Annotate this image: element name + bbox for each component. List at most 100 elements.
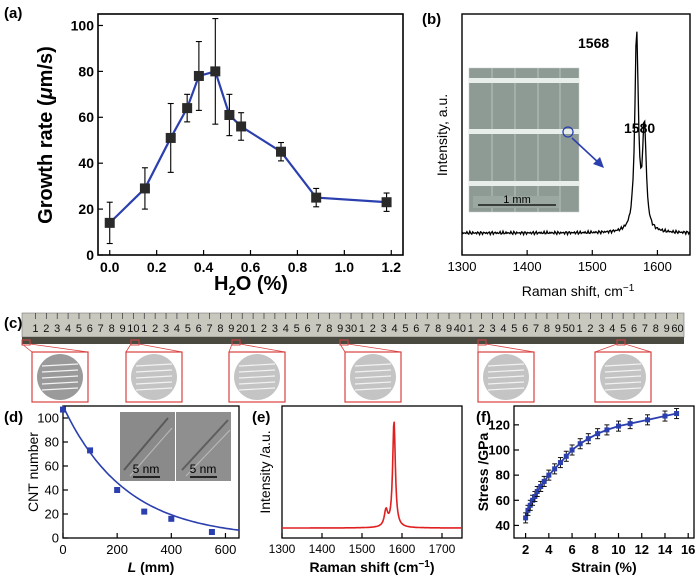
- cnt-fiber: [354, 375, 392, 379]
- cnt-fiber: [354, 381, 392, 385]
- ruler-number: 4: [174, 323, 180, 335]
- cnt-fiber: [604, 369, 642, 373]
- ruler: [21, 312, 685, 338]
- panel-label-a: (a): [4, 5, 22, 22]
- f-x-tick-label: 14: [658, 542, 673, 557]
- ruler-number: 1: [250, 323, 256, 335]
- ruler-number: 1: [141, 323, 147, 335]
- cnt-fiber: [135, 375, 173, 379]
- data-point: [569, 447, 575, 453]
- data-point: [538, 483, 544, 489]
- data-point: [616, 423, 622, 429]
- a-y-tick-label: 100: [71, 17, 95, 33]
- f-x-tick-label: 16: [681, 542, 695, 557]
- peak-label-1568: 1568: [578, 35, 609, 51]
- e-x-tick-label: 1600: [389, 542, 416, 556]
- data-point: [552, 466, 558, 472]
- ruler-number: 4: [283, 323, 289, 335]
- a-x-tick-label: 0.2: [147, 259, 167, 275]
- f-y-tick-label: 100: [488, 443, 510, 458]
- ruler-number: 50: [563, 323, 575, 335]
- plot-frame-b: [461, 13, 691, 256]
- ruler-number: 4: [392, 323, 398, 335]
- ruler-number: 5: [185, 323, 191, 335]
- a-x-tick-label: 1.0: [335, 259, 355, 275]
- panel-label-f: (f): [476, 409, 491, 426]
- panel-f: (f) 2 4 6 8 10 12 14 16 40 60 80 100 120 Stress /GPa…: [475, 405, 695, 575]
- a-y-tick-label: 60: [78, 109, 94, 125]
- cnt-fiber: [135, 387, 173, 391]
- ruler-number: 2: [479, 323, 485, 335]
- inset-arrow-line: [571, 137, 601, 165]
- panel-label-e: (e): [252, 409, 270, 426]
- ruler-number: 8: [109, 323, 115, 335]
- data-point: [182, 103, 193, 114]
- ruler-number: 10: [127, 323, 139, 335]
- data-point: [645, 417, 651, 423]
- ruler-number: 3: [489, 323, 495, 335]
- f-y-tick-label: 60: [496, 493, 510, 508]
- data-point: [530, 497, 536, 503]
- data-point: [114, 487, 121, 493]
- ruler-number: 1: [468, 323, 474, 335]
- inset-highlight-circle: [562, 126, 574, 138]
- y-axis-label-a: Growth rate (μm/s): [35, 46, 57, 224]
- f-x-tick-label: 2: [522, 542, 529, 557]
- data-point: [141, 508, 148, 515]
- ruler-number: 3: [272, 323, 278, 335]
- ruler-number: 9: [555, 323, 561, 335]
- ruler-number: 2: [152, 323, 158, 335]
- ruler-number: 7: [642, 323, 648, 335]
- thumbnail-connector: [138, 343, 183, 353]
- ruler-marker: [477, 339, 487, 346]
- ruler-number: 9: [228, 323, 234, 335]
- ruler-number: 3: [54, 323, 60, 335]
- cnt-fiber: [487, 375, 525, 379]
- cnt-fiber: [238, 381, 276, 385]
- f-y-tick-label: 40: [496, 518, 510, 533]
- cnt-fiber: [238, 363, 276, 367]
- thumbnail-connector: [594, 343, 618, 353]
- plot-frame-a: [97, 13, 404, 256]
- e-x-tick-label: 1400: [309, 542, 336, 556]
- ruler-number: 4: [65, 323, 71, 335]
- ruler-number: 1: [32, 323, 38, 335]
- ruler-number: 5: [402, 323, 408, 335]
- thumbnail-connector: [347, 343, 402, 353]
- ruler-marker: [339, 339, 349, 346]
- thumbnail-connector: [239, 343, 286, 353]
- ruler-number: 9: [119, 323, 125, 335]
- panel-c: (c) 1 2 3 4 5 6 7 8 9 10 1 2 3 4 5 6 7 8 9 20 1 2 3 4 5 6 7 8 9 30 1 2 3…: [4, 312, 685, 403]
- ruler-number: 8: [217, 323, 223, 335]
- data-point: [541, 478, 547, 484]
- data-point: [523, 515, 529, 521]
- cnt-strip: [22, 337, 684, 344]
- data-point: [236, 121, 247, 132]
- f-x-tick-label: 12: [635, 542, 649, 557]
- data-point: [546, 472, 552, 478]
- ruler-number: 7: [533, 323, 539, 335]
- cnt-fiber: [487, 387, 525, 391]
- ruler-number: 8: [326, 323, 332, 335]
- panel-e: (e) 1300 1400 1500 1600 1700 Intensity /a.u.…: [252, 405, 463, 575]
- ruler-marker: [21, 339, 31, 346]
- data-point: [168, 515, 175, 522]
- ruler-number: 3: [598, 323, 604, 335]
- f-y-tick-label: 120: [488, 417, 510, 432]
- data-point: [224, 109, 235, 120]
- a-y-tick-label: 40: [78, 155, 94, 171]
- ruler-number: 6: [631, 323, 637, 335]
- inset-tem-d: 5 nm 5 nm: [120, 412, 231, 481]
- f-y-tick-label: 80: [496, 468, 510, 483]
- cnt-fiber: [135, 369, 173, 373]
- data-point: [165, 132, 176, 143]
- f-x-tick-label: 8: [592, 542, 599, 557]
- b-x-tick-label: 1600: [643, 259, 672, 274]
- ruler-number: 30: [345, 323, 357, 335]
- ruler-number: 6: [87, 323, 93, 335]
- ruler-marker: [616, 339, 626, 346]
- cnt-fiber: [604, 381, 642, 385]
- a-x-tick-label: 0.8: [288, 259, 308, 275]
- axis-ticks-e: 1300 1400 1500 1600 1700: [269, 533, 456, 556]
